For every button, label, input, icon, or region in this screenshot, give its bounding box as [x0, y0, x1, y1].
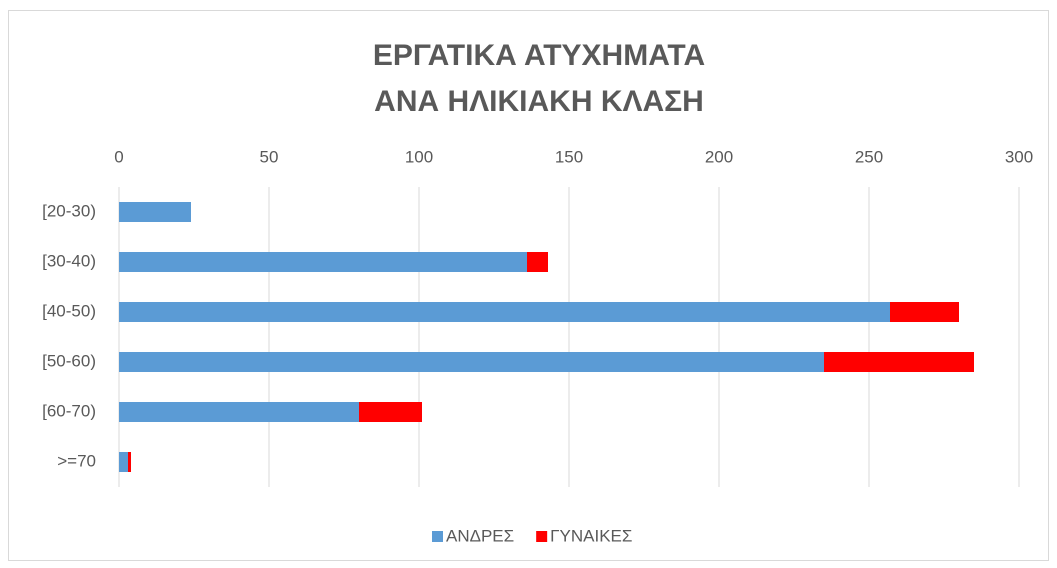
bar-segment	[119, 352, 824, 372]
bar-segment	[527, 252, 548, 272]
bar-segment	[119, 402, 359, 422]
y-tick-label: [60-70)	[42, 401, 96, 420]
legend-swatch	[432, 531, 443, 542]
y-tick-label: [20-30)	[42, 201, 96, 220]
y-tick-label: >=70	[57, 451, 96, 470]
x-tick-label: 0	[114, 147, 123, 166]
x-tick-label: 250	[855, 147, 883, 166]
chart-title: ΑΝΑ ΗΛΙΚΙΑΚΗ ΚΛΑΣΗ	[374, 85, 704, 118]
legend-label: ΓΥΝΑΙΚΕΣ	[550, 526, 632, 545]
y-tick-label: [30-40)	[42, 251, 96, 270]
bar-segment	[119, 252, 527, 272]
bar-segment	[890, 302, 959, 322]
chart-title: ΕΡΓΑΤΙΚΑ ΑΤΥΧΗΜΑΤΑ	[373, 39, 705, 72]
chart-frame	[8, 10, 1049, 561]
bar-segment	[824, 352, 974, 372]
x-tick-label: 300	[1005, 147, 1033, 166]
bar-segment	[119, 452, 128, 472]
legend-label: ΑΝΔΡΕΣ	[446, 526, 514, 545]
x-tick-label: 100	[405, 147, 433, 166]
bar-segment	[359, 402, 422, 422]
bar-segment	[119, 302, 890, 322]
x-tick-label: 150	[555, 147, 583, 166]
legend-swatch	[536, 531, 548, 542]
y-tick-label: [40-50)	[42, 301, 96, 320]
x-tick-label: 200	[705, 147, 733, 166]
x-tick-label: 50	[260, 147, 279, 166]
y-tick-label: [50-60)	[42, 351, 96, 370]
bar-segment	[119, 202, 191, 222]
bar-segment	[128, 452, 131, 472]
